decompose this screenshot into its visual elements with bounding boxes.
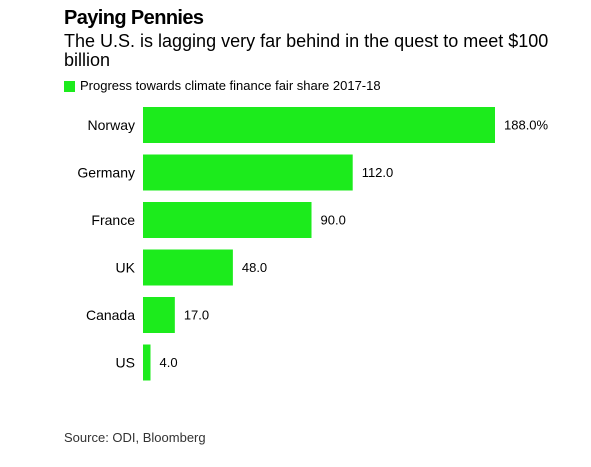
category-label-us: US (116, 355, 135, 371)
value-label-norway: 188.0% (504, 118, 549, 133)
value-label-germany: 112.0 (362, 165, 394, 180)
category-label-canada: Canada (86, 307, 135, 323)
category-label-france: France (91, 212, 135, 228)
category-label-uk: UK (116, 260, 136, 276)
value-label-us: 4.0 (159, 355, 177, 370)
bar-france (143, 202, 312, 238)
category-label-germany: Germany (77, 165, 135, 181)
chart-subtitle: The U.S. is lagging very far behind in t… (64, 31, 549, 70)
value-label-uk: 48.0 (242, 260, 267, 275)
bar-canada (143, 297, 175, 333)
bar-germany (143, 154, 353, 191)
legend: Progress towards climate finance fair sh… (64, 78, 381, 94)
value-label-canada: 17.0 (184, 308, 209, 323)
bar-uk (143, 249, 233, 286)
legend-label: Progress towards climate finance fair sh… (80, 78, 381, 93)
source-note: Source: ODI, Bloomberg (64, 430, 206, 445)
value-label-france: 90.0 (321, 213, 346, 228)
legend-swatch (64, 80, 75, 92)
bar-norway (143, 107, 495, 143)
bar-us (143, 344, 151, 381)
chart-title: Paying Pennies (64, 7, 204, 29)
category-label-norway: Norway (88, 117, 135, 133)
